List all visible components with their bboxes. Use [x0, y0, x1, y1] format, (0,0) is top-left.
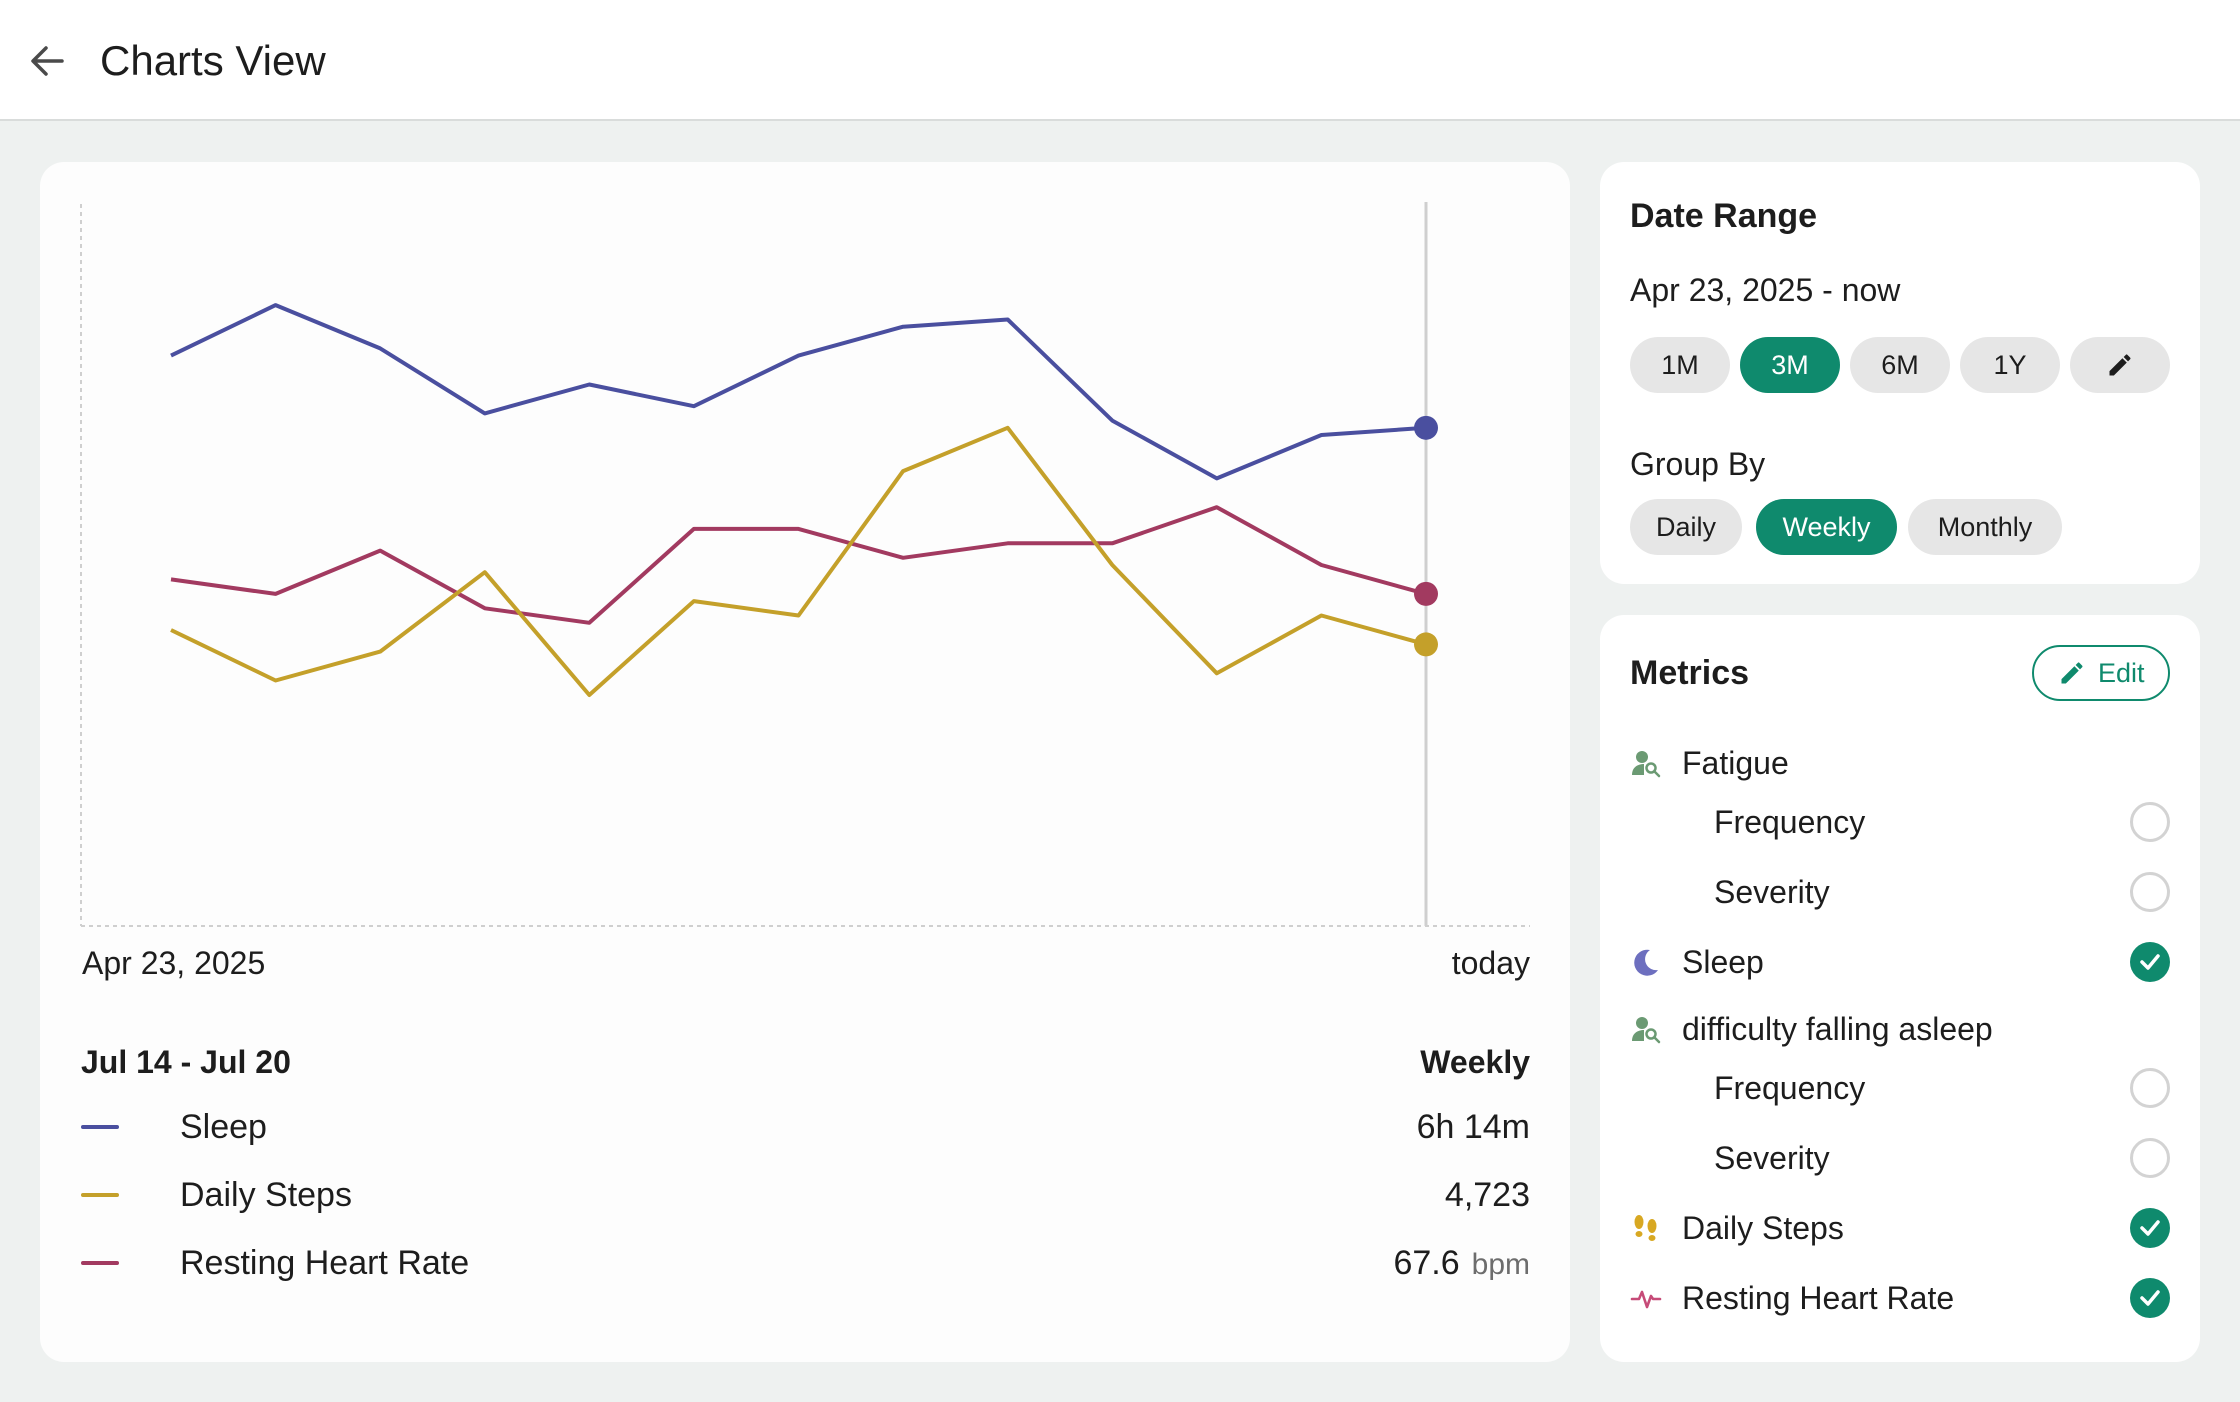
- date-range-card: Date Range Apr 23, 2025 - now 1M 3M 6M 1…: [1600, 162, 2200, 584]
- moon-icon: [1634, 949, 1658, 976]
- metric-sleep[interactable]: Sleep: [1630, 940, 2170, 984]
- legend-name: Resting Heart Rate: [180, 1244, 470, 1282]
- pencil-icon: [2109, 354, 2131, 376]
- metric-toggle[interactable]: [2130, 1068, 2170, 1108]
- chart-card: Apr 23, 2025 today Jul 14 - Jul 20 Weekl…: [40, 162, 1570, 1362]
- metric-toggle[interactable]: [2130, 802, 2170, 842]
- legend-row-daily-steps: Daily Steps 4,723: [81, 1173, 1530, 1217]
- legend-value: 6h 14m: [1416, 1108, 1530, 1146]
- x-axis-end-label: today: [1451, 945, 1530, 981]
- back-button[interactable]: [26, 38, 72, 84]
- line-chart[interactable]: [40, 162, 1570, 982]
- metric-name: Sleep: [1682, 944, 1764, 980]
- heartbeat-icon: [1630, 1290, 1662, 1309]
- check-icon: [2140, 954, 2160, 970]
- person-search-icon: [1632, 1017, 1661, 1044]
- range-chip-3m[interactable]: 3M: [1740, 337, 1840, 393]
- person-search-icon: [1632, 751, 1661, 778]
- footsteps-icon: [1634, 1215, 1657, 1241]
- metric-fatigue-severity[interactable]: Severity: [1630, 870, 2170, 914]
- metric-toggle[interactable]: [2130, 872, 2170, 912]
- date-range-title: Date Range: [1630, 197, 1818, 235]
- legend-swatch: [81, 1261, 119, 1265]
- x-axis-start-label: Apr 23, 2025: [82, 945, 266, 981]
- pencil-icon: [2061, 662, 2083, 684]
- series-line-resting-heart-rate: [170, 505, 1427, 625]
- legend-value: 67.6 bpm: [1393, 1244, 1530, 1282]
- group-chip-weekly[interactable]: Weekly: [1756, 499, 1897, 555]
- series-line-daily-steps: [170, 425, 1427, 697]
- range-chip-6m[interactable]: 6M: [1850, 337, 1950, 393]
- legend-swatch: [81, 1193, 119, 1197]
- metric-name: Fatigue: [1682, 745, 1789, 781]
- legend-name: Sleep: [180, 1108, 267, 1146]
- series-line-sleep: [170, 303, 1427, 481]
- metric-sub-label: Severity: [1714, 874, 1830, 910]
- summary-date-range: Jul 14 - Jul 20: [81, 1044, 291, 1080]
- metric-sub-label: Frequency: [1714, 1070, 1866, 1106]
- series-point-resting-heart-rate[interactable]: [1414, 581, 1438, 606]
- legend-row-resting-heart-rate: Resting Heart Rate 67.6 bpm: [81, 1241, 1530, 1285]
- arrow-left-icon: [31, 46, 64, 76]
- range-chip-1m[interactable]: 1M: [1630, 337, 1730, 393]
- range-chip-1y[interactable]: 1Y: [1960, 337, 2060, 393]
- group-chip-daily[interactable]: Daily: [1630, 499, 1742, 555]
- metric-toggle[interactable]: [2130, 942, 2170, 982]
- metric-toggle[interactable]: [2130, 1278, 2170, 1318]
- group-by-label: Group By: [1630, 446, 1766, 482]
- legend-row-sleep: Sleep 6h 14m: [81, 1105, 1530, 1149]
- series-point-daily-steps[interactable]: [1414, 632, 1438, 657]
- metric-fatigue: Fatigue: [1630, 741, 2170, 785]
- metric-difficulty-frequency[interactable]: Frequency: [1630, 1066, 2170, 1110]
- edit-metrics-button[interactable]: Edit: [2032, 645, 2170, 701]
- metric-difficulty-falling-asleep: difficulty falling asleep: [1630, 1007, 2170, 1051]
- metric-toggle[interactable]: [2130, 1208, 2170, 1248]
- check-icon: [2140, 1290, 2160, 1306]
- custom-range-button[interactable]: [2070, 337, 2170, 393]
- metric-daily-steps[interactable]: Daily Steps: [1630, 1206, 2170, 1250]
- top-bar: Charts View: [0, 0, 2240, 121]
- metric-resting-heart-rate[interactable]: Resting Heart Rate: [1630, 1276, 2170, 1320]
- legend-swatch: [81, 1125, 119, 1129]
- metric-name: Daily Steps: [1682, 1210, 1844, 1246]
- check-icon: [2140, 1220, 2160, 1236]
- metric-sub-label: Severity: [1714, 1140, 1830, 1176]
- edit-label: Edit: [2098, 658, 2145, 688]
- metric-difficulty-severity[interactable]: Severity: [1630, 1136, 2170, 1180]
- metric-toggle[interactable]: [2130, 1138, 2170, 1178]
- date-range-value: Apr 23, 2025 - now: [1630, 272, 1901, 308]
- metric-name: Resting Heart Rate: [1682, 1280, 1955, 1316]
- metrics-title: Metrics: [1630, 654, 1750, 692]
- legend-unit: bpm: [1471, 1248, 1530, 1281]
- summary-grouping: Weekly: [1420, 1044, 1530, 1080]
- metric-sub-label: Frequency: [1714, 804, 1866, 840]
- legend-name: Daily Steps: [180, 1176, 352, 1214]
- series-point-sleep[interactable]: [1414, 415, 1438, 440]
- group-chip-monthly[interactable]: Monthly: [1908, 499, 2062, 555]
- metrics-card: Metrics Edit Fatigue Frequency Severity …: [1600, 615, 2200, 1362]
- metric-name: difficulty falling asleep: [1682, 1011, 1993, 1047]
- metric-fatigue-frequency[interactable]: Frequency: [1630, 800, 2170, 844]
- legend-value: 4,723: [1444, 1176, 1530, 1214]
- page-title: Charts View: [100, 37, 326, 84]
